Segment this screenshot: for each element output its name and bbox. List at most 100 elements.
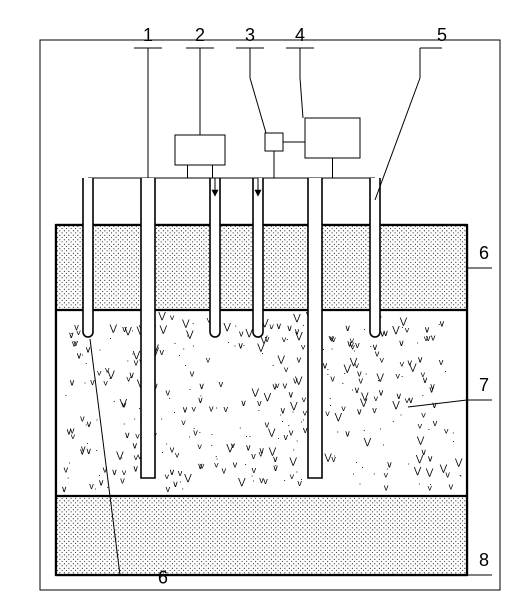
svg-text:·: ·: [452, 436, 455, 446]
svg-text:·: ·: [68, 457, 71, 467]
svg-text:⋁: ⋁: [109, 323, 118, 333]
svg-text:˅: ˅: [404, 326, 409, 336]
svg-text:·: ·: [336, 427, 339, 437]
device-3: [265, 133, 283, 151]
svg-text:.: .: [244, 457, 247, 467]
svg-text:·: ·: [113, 396, 116, 406]
svg-text:˅: ˅: [133, 453, 138, 463]
svg-text:˅: ˅: [205, 355, 210, 365]
svg-text:.: .: [234, 339, 237, 349]
svg-text:·: ·: [173, 338, 176, 348]
label-6: 6: [479, 243, 489, 263]
svg-text:˅: ˅: [275, 381, 280, 391]
svg-text:⋁: ⋁: [183, 473, 192, 483]
svg-text:v: v: [219, 379, 224, 389]
svg-text:∨: ∨: [85, 446, 92, 456]
svg-text:∨: ∨: [240, 398, 247, 408]
svg-text:v: v: [81, 444, 86, 454]
svg-text:∨: ∨: [69, 377, 76, 387]
svg-text:⋁: ⋁: [334, 412, 343, 422]
svg-text:˅: ˅: [169, 313, 174, 323]
svg-text:.: .: [199, 425, 202, 435]
svg-text:∨: ∨: [372, 342, 379, 352]
svg-text:·: ·: [373, 469, 376, 479]
svg-text:˅: ˅: [135, 432, 140, 442]
svg-text:.: .: [67, 470, 70, 480]
svg-text:∨: ∨: [428, 384, 435, 394]
svg-text:v: v: [449, 481, 454, 491]
svg-text:.: .: [179, 475, 182, 485]
svg-text:·: ·: [245, 431, 248, 441]
svg-text:˅: ˅: [181, 418, 186, 428]
svg-text:⋁: ⋁: [267, 427, 276, 437]
svg-text:v: v: [297, 478, 302, 488]
device-2: [175, 135, 225, 165]
svg-text:.: .: [96, 443, 99, 453]
svg-text:v: v: [209, 404, 214, 414]
label-2: 2: [195, 25, 205, 45]
svg-text:v: v: [193, 428, 198, 438]
svg-text:∨: ∨: [111, 467, 118, 477]
svg-text:˅: ˅: [379, 355, 384, 365]
svg-text:˅: ˅: [350, 342, 355, 352]
svg-text:v: v: [74, 322, 79, 332]
svg-text:⋁: ⋁: [251, 387, 260, 397]
svg-text:∨: ∨: [272, 463, 279, 473]
svg-text:.: .: [249, 429, 252, 439]
svg-text:·: ·: [407, 459, 410, 469]
svg-text:⋁: ⋁: [415, 453, 424, 463]
svg-text:v: v: [223, 404, 228, 414]
svg-text:·: ·: [109, 333, 112, 343]
pipe-narrow-2: [210, 178, 220, 337]
svg-text:˅: ˅: [121, 468, 126, 478]
svg-text:⋁: ⋁: [292, 313, 301, 323]
pipe-wide-2: [308, 178, 322, 478]
svg-text:·: ·: [272, 360, 275, 370]
svg-text:v: v: [357, 369, 362, 379]
svg-text:˅: ˅: [420, 370, 425, 380]
svg-text:.: .: [355, 455, 358, 465]
svg-text:·: ·: [199, 391, 202, 401]
svg-text:v: v: [257, 398, 262, 408]
svg-text:.: .: [160, 412, 163, 422]
svg-text:⋁: ⋁: [263, 391, 272, 401]
svg-text:v: v: [263, 476, 268, 486]
svg-text:.: .: [444, 364, 447, 374]
svg-text:˅: ˅: [444, 427, 449, 437]
svg-text:.: .: [182, 341, 185, 351]
svg-text:˅: ˅: [258, 449, 263, 459]
svg-text:˅: ˅: [423, 334, 428, 344]
svg-text:⋁: ⋁: [425, 467, 434, 477]
svg-text:v: v: [252, 465, 257, 475]
svg-text:.: .: [329, 391, 332, 401]
svg-text:v: v: [170, 444, 175, 454]
svg-text:·: ·: [363, 425, 366, 435]
svg-text:˅: ˅: [289, 472, 294, 482]
svg-text:.: .: [85, 356, 88, 366]
svg-text:.: .: [98, 468, 101, 478]
svg-text:v: v: [70, 425, 75, 435]
svg-text:.: .: [84, 376, 87, 386]
svg-text:v: v: [233, 460, 238, 470]
svg-text:·: ·: [363, 324, 366, 334]
svg-text:⋁: ⋁: [181, 318, 190, 328]
svg-text:.: .: [283, 473, 286, 483]
svg-text:∨: ∨: [286, 323, 293, 333]
svg-text:∨: ∨: [294, 326, 301, 336]
svg-text:v: v: [165, 388, 170, 398]
svg-text:˅: ˅: [97, 369, 102, 379]
svg-text:˅: ˅: [200, 461, 205, 471]
svg-text:·: ·: [216, 453, 219, 463]
svg-text:.: .: [281, 414, 284, 424]
label-3: 3: [245, 25, 255, 45]
label-1: 1: [143, 25, 153, 45]
svg-text:v: v: [293, 375, 298, 385]
svg-text:∨: ∨: [76, 351, 83, 361]
svg-text:⋁: ⋁: [157, 310, 166, 320]
svg-text:∨: ∨: [275, 321, 282, 331]
svg-text:.: .: [99, 342, 102, 352]
svg-text:·: ·: [215, 402, 218, 412]
svg-text:.: .: [86, 436, 89, 446]
svg-text:·: ·: [421, 390, 424, 400]
svg-text:v: v: [251, 451, 256, 461]
